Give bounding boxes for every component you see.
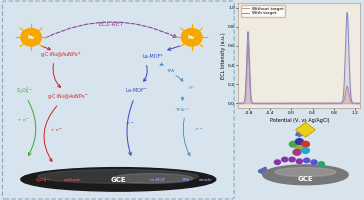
Circle shape — [181, 28, 202, 46]
Text: $S_2O_8^{2-}$: $S_2O_8^{2-}$ — [16, 85, 33, 96]
Circle shape — [296, 146, 303, 152]
Circle shape — [293, 149, 301, 155]
With target — [358, 102, 363, 104]
Circle shape — [302, 141, 309, 147]
Ellipse shape — [263, 165, 348, 185]
Without target — [332, 102, 337, 104]
Ellipse shape — [275, 168, 336, 177]
Text: H$^+$: H$^+$ — [187, 84, 196, 92]
With target — [289, 102, 293, 104]
Text: - e$^-$: - e$^-$ — [124, 120, 135, 127]
Line: With target: With target — [238, 13, 360, 103]
Without target — [246, 43, 250, 45]
Circle shape — [296, 159, 302, 164]
With target — [236, 102, 241, 104]
Text: La-MOF*: La-MOF* — [142, 54, 163, 59]
Legend: Without target, With target: Without target, With target — [241, 5, 285, 17]
With target — [345, 11, 349, 14]
Circle shape — [318, 162, 324, 166]
Circle shape — [274, 160, 281, 164]
Text: cathode: cathode — [64, 178, 81, 182]
Text: anode: anode — [199, 178, 212, 182]
Without target — [355, 102, 359, 104]
With target — [296, 102, 300, 104]
Circle shape — [302, 148, 309, 153]
Text: g-C$_3$N$_4$@AuNPs$^-$: g-C$_3$N$_4$@AuNPs$^-$ — [47, 92, 89, 101]
With target — [242, 99, 247, 102]
With target — [355, 102, 359, 104]
Text: hν: hν — [27, 35, 35, 40]
Without target — [355, 102, 359, 104]
Ellipse shape — [112, 173, 193, 183]
Without target — [242, 100, 247, 102]
Text: hν: hν — [188, 35, 195, 40]
Circle shape — [21, 28, 41, 46]
Text: GCE: GCE — [111, 177, 126, 183]
Circle shape — [304, 158, 310, 163]
Circle shape — [289, 157, 295, 162]
Circle shape — [296, 139, 303, 144]
With target — [292, 102, 297, 104]
Text: La-MOF: La-MOF — [149, 178, 165, 182]
With target — [332, 102, 337, 104]
Circle shape — [282, 157, 288, 162]
Text: TPA: TPA — [181, 178, 189, 182]
Circle shape — [289, 141, 297, 147]
Y-axis label: ECL Intensity (a.u.): ECL Intensity (a.u.) — [221, 32, 226, 79]
Text: TPA': TPA' — [166, 69, 176, 73]
Text: + e$^-$: + e$^-$ — [17, 116, 29, 123]
Without target — [296, 102, 300, 104]
Text: $S_2O_8^{2-}$: $S_2O_8^{2-}$ — [35, 175, 50, 186]
Without target — [292, 102, 297, 104]
Line: Without target: Without target — [238, 44, 360, 103]
Text: La-MOF$^{-}$: La-MOF$^{-}$ — [125, 86, 148, 94]
Text: g-C$_3$N$_4$@AuNPs*: g-C$_3$N$_4$@AuNPs* — [40, 50, 82, 59]
Ellipse shape — [21, 168, 216, 191]
Text: ECL-RET: ECL-RET — [99, 22, 124, 27]
Text: + e$^-$: + e$^-$ — [50, 126, 63, 133]
Circle shape — [311, 160, 317, 164]
Without target — [358, 102, 363, 104]
Polygon shape — [296, 123, 315, 137]
Text: TPA$^{\bullet+}$: TPA$^{\bullet+}$ — [175, 106, 190, 114]
Without target — [236, 102, 241, 104]
Text: - e$^-$: - e$^-$ — [193, 126, 204, 133]
X-axis label: Potential (V, vs Ag/AgCl): Potential (V, vs Ag/AgCl) — [270, 118, 329, 123]
Ellipse shape — [38, 170, 199, 183]
Without target — [289, 102, 293, 104]
Text: GCE: GCE — [298, 176, 313, 182]
With target — [355, 102, 359, 104]
